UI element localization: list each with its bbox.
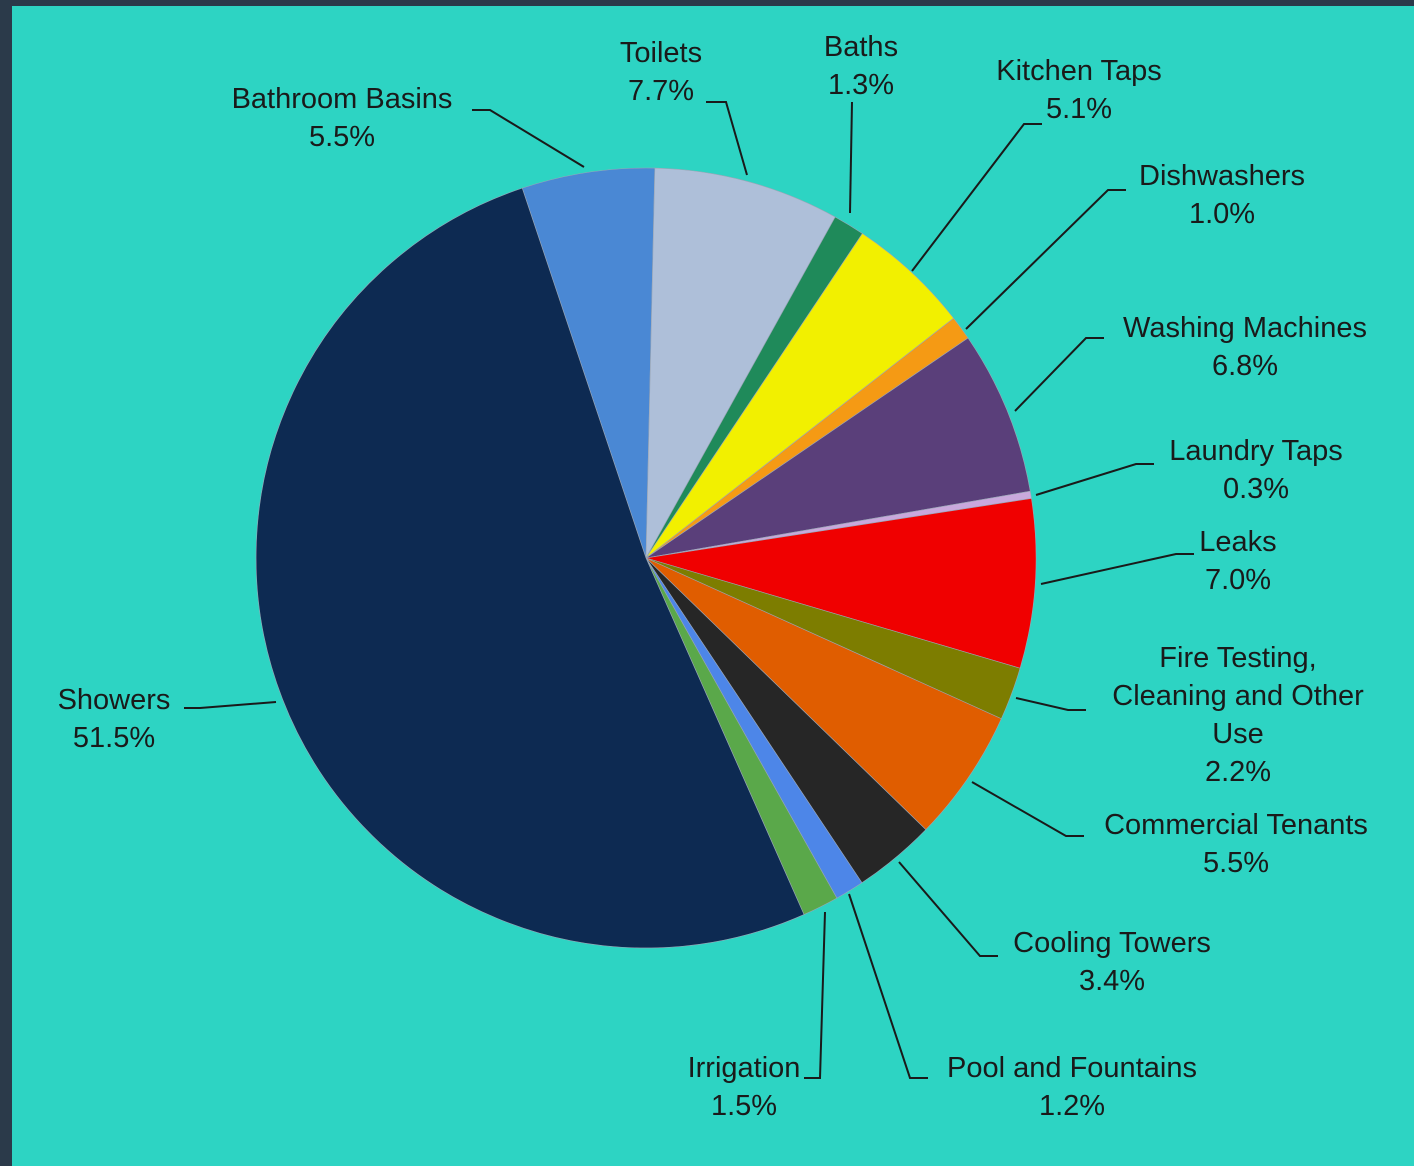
leader-lines [184,101,1194,1079]
leader-line-showers [184,701,277,709]
slice-label-fire-testing-cleaning-and-other-use-line-1: Fire Testing, [1159,642,1316,674]
leader-line-pool-and-fountains [848,893,928,1079]
leader-line-baths [849,101,853,214]
slice-value-showers: 51.5% [73,722,155,754]
slice-labels: Bathroom Basins 5.5% Toilets 7.7% Baths 1.3% K… [58,31,1368,1122]
slice-label-cooling-towers: Cooling Towers [1013,927,1211,959]
slice-label-dishwashers: Dishwashers [1139,160,1305,192]
slice-label-baths: Baths [824,31,898,63]
slice-label-commercial-tenants: Commercial Tenants [1104,809,1368,841]
slice-label-fire-testing-cleaning-and-other-use-line-3: Use [1212,718,1264,750]
chart-area: Bathroom Basins 5.5% Toilets 7.7% Baths 1.3% K… [12,6,1414,1166]
pie-slice-washing-machines [645,337,1031,559]
slice-value-washing-machines: 6.8% [1212,350,1278,382]
leader-line-kitchen-taps [911,123,1042,272]
slice-label-toilets: Toilets [620,37,702,69]
leader-line-toilets [706,101,748,176]
slice-label-laundry-taps: Laundry Taps [1169,435,1343,467]
slice-label-irrigation: Irrigation [688,1052,801,1084]
slice-value-cooling-towers: 3.4% [1079,965,1145,997]
slice-value-commercial-tenants: 5.5% [1203,847,1269,879]
pie-slice-commercial-tenants [645,557,1002,831]
slice-value-bathroom-basins: 5.5% [309,121,375,153]
slice-label-pool-and-fountains: Pool and Fountains [947,1052,1197,1084]
pie-slices [255,167,1037,949]
slice-value-toilets: 7.7% [628,75,694,107]
leader-line-irrigation [804,911,826,1079]
slice-value-pool-and-fountains: 1.2% [1039,1090,1105,1122]
slice-value-dishwashers: 1.0% [1189,198,1255,230]
slice-label-kitchen-taps: Kitchen Taps [996,55,1162,87]
slice-value-baths: 1.3% [828,69,894,101]
slice-value-kitchen-taps: 5.1% [1046,93,1112,125]
slice-label-leaks: Leaks [1199,526,1276,558]
leader-line-laundry-taps [1035,463,1154,496]
pie-chart: Bathroom Basins 5.5% Toilets 7.7% Baths 1.3% K… [58,31,1368,1122]
leader-line-dishwashers [965,189,1126,330]
pie-slice-bathroom-basins [521,167,656,559]
pie-slice-leaks [645,498,1037,669]
slice-label-fire-testing-cleaning-and-other-use-line-2: Cleaning and Other [1112,680,1364,712]
pie-slice-toilets [645,167,836,559]
leader-line-cooling-towers [898,861,998,957]
leader-line-leaks [1040,553,1194,585]
slice-label-washing-machines: Washing Machines [1123,312,1367,344]
slice-label-showers: Showers [58,684,171,716]
leader-line-bathroom-basins [472,109,585,168]
slice-value-leaks: 7.0% [1205,564,1271,596]
slice-label-bathroom-basins: Bathroom Basins [232,83,453,115]
slice-value-laundry-taps: 0.3% [1223,473,1289,505]
slice-value-fire-testing-cleaning-and-other-use: 2.2% [1205,756,1271,788]
leader-line-fire-testing-cleaning-and-other-use [1015,697,1086,711]
leader-line-commercial-tenants [971,781,1084,837]
slice-value-irrigation: 1.5% [711,1090,777,1122]
pie-slice-showers [255,187,805,949]
leader-line-washing-machines [1014,337,1104,412]
